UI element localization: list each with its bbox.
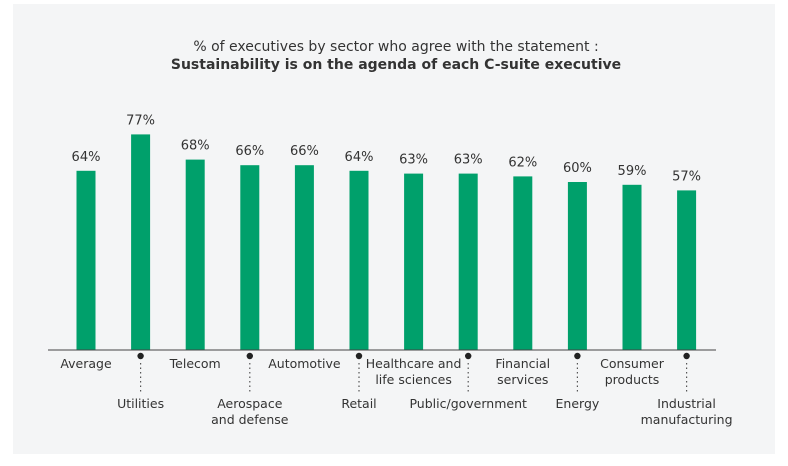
- chart-title: % of executives by sector who agree with…: [193, 39, 598, 55]
- category-label-8: Public/government: [409, 396, 527, 411]
- bar-10: [567, 182, 587, 350]
- bar-6: [349, 170, 369, 350]
- category-label-9-line-1: Financial: [495, 356, 550, 371]
- category-markers-group: [137, 352, 690, 394]
- value-label-8: 63%: [454, 153, 483, 168]
- category-label-7-line-2: life sciences: [375, 372, 452, 387]
- bar-2: [131, 134, 151, 350]
- chart-subtitle: Sustainability is on the agenda of each …: [171, 57, 621, 73]
- value-label-1: 64%: [72, 150, 101, 165]
- category-label-12-line-2: manufacturing: [641, 412, 733, 427]
- category-marker-dot-10: [574, 352, 581, 360]
- bar-1: [76, 170, 96, 350]
- value-label-2: 77%: [126, 113, 155, 128]
- category-label-10: Energy: [556, 396, 600, 411]
- category-label-7-line-1: Healthcare and: [366, 356, 462, 371]
- value-label-4: 66%: [235, 144, 264, 159]
- bar-5: [294, 165, 314, 350]
- value-label-11: 59%: [618, 164, 647, 179]
- page-top-strip: [0, 0, 788, 4]
- category-label-5: Automotive: [268, 356, 341, 371]
- category-label-3: Telecom: [169, 356, 221, 371]
- value-label-6: 64%: [345, 150, 374, 165]
- bar-3: [185, 159, 205, 350]
- value-labels-group: 64% 77% 68% 66% 66% 64% 63% 63% 62% 60% 59% 57%: [72, 113, 702, 184]
- category-marker-dot-8: [465, 352, 472, 360]
- category-label-1: Average: [60, 356, 112, 371]
- category-label-12-line-1: Industrial: [657, 396, 716, 411]
- category-label-4-line-1: Aerospace: [217, 396, 283, 411]
- category-label-9-line-2: services: [497, 372, 548, 387]
- value-label-3: 68%: [181, 139, 210, 154]
- category-label-4-line-2: and defense: [211, 412, 289, 427]
- value-label-7: 63%: [399, 153, 428, 168]
- bar-9: [513, 176, 533, 350]
- category-label-6: Retail: [341, 396, 376, 411]
- bar-4: [240, 165, 260, 350]
- bar-7: [404, 173, 424, 350]
- category-label-11-line-1: Consumer: [600, 356, 665, 371]
- category-marker-dot-6: [355, 352, 363, 360]
- bar-8: [458, 173, 478, 350]
- value-label-10: 60%: [563, 161, 592, 176]
- category-marker-dot-12: [683, 352, 690, 360]
- category-marker-dot-4: [246, 352, 253, 360]
- bar-11: [622, 184, 642, 350]
- category-marker-dot-2: [137, 352, 144, 360]
- bars-group: [76, 134, 697, 350]
- value-label-12: 57%: [672, 169, 701, 184]
- bar-12: [677, 190, 697, 350]
- value-label-5: 66%: [290, 144, 319, 159]
- category-label-11-line-2: products: [605, 372, 660, 387]
- category-label-2: Utilities: [117, 396, 164, 411]
- value-label-9: 62%: [508, 155, 537, 170]
